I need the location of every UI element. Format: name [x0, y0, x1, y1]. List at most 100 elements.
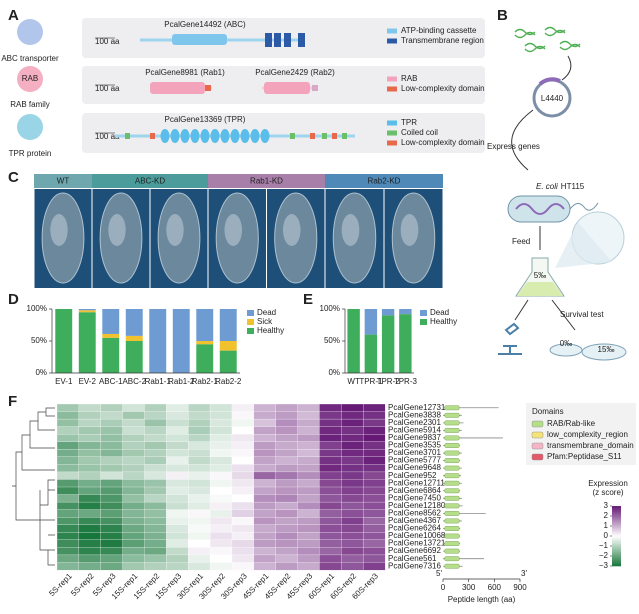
arrow	[514, 299, 529, 321]
heatmap-cell	[341, 517, 364, 526]
heatmap-cell	[188, 411, 211, 420]
header-bar	[208, 174, 325, 188]
colorbar-step	[612, 510, 621, 513]
legend-swatch	[531, 431, 544, 439]
header-bar	[325, 174, 443, 188]
x-tick-label: EV-2	[79, 377, 97, 386]
heatmap-cell	[209, 517, 233, 526]
heatmap-cell	[78, 494, 102, 503]
heatmap-cell	[275, 554, 298, 563]
heatmap-cell	[188, 532, 211, 541]
heatmap-cell	[100, 441, 123, 450]
heatmap-cell	[275, 426, 298, 435]
heatmap-cell	[319, 456, 342, 465]
peptide-domain	[444, 563, 460, 569]
heatmap-cell	[100, 562, 123, 571]
step-label: Survival test	[560, 310, 604, 319]
peptide-domain	[444, 458, 460, 463]
bar-segment	[219, 350, 237, 373]
scale-label: 100 aa	[95, 84, 120, 93]
colorbar-step	[612, 552, 621, 555]
heatmap-cell	[253, 464, 277, 473]
heatmap-cell	[78, 524, 102, 533]
heatmap-cell	[253, 486, 277, 495]
colorbar-step	[612, 540, 621, 543]
heatmap-cell	[78, 554, 102, 563]
heatmap-cell	[253, 501, 277, 510]
heatmap-cell	[231, 494, 255, 503]
legend-label: Dead	[257, 308, 276, 317]
vacuole	[108, 214, 126, 246]
heatmap-cell	[122, 434, 145, 443]
colorbar-step	[612, 554, 621, 557]
heatmap-cell	[209, 471, 233, 480]
panel-label: D	[8, 291, 19, 308]
heatmap-cell	[56, 441, 80, 450]
heatmap-cell	[341, 456, 364, 465]
peptide-domain	[444, 556, 460, 562]
heatmap-cell	[231, 449, 255, 458]
plasmid-insert	[538, 77, 561, 86]
heatmap-cell	[122, 562, 145, 571]
legend-swatch	[387, 130, 397, 136]
peptide-domain	[444, 420, 460, 426]
heatmap-cell	[122, 509, 145, 518]
domain	[264, 82, 310, 94]
heatmap-cell	[122, 471, 145, 480]
heatmap-cell	[209, 441, 233, 450]
heatmap-cell	[275, 501, 298, 510]
heatmap-cell	[362, 539, 386, 548]
domain	[230, 129, 240, 143]
domain	[312, 85, 318, 91]
heatmap-cell	[122, 547, 145, 556]
legend-label: Pfam:Peptidase_S11	[547, 452, 622, 461]
row-label: PcalGene7450	[388, 493, 441, 502]
heatmap-cell	[341, 532, 364, 541]
heatmap-cell	[319, 501, 342, 510]
heatmap-cell	[275, 539, 298, 548]
heatmap-cell	[166, 517, 189, 526]
bar-segment	[55, 309, 73, 373]
dendrogram	[12, 407, 55, 566]
heatmap-cell	[122, 517, 145, 526]
heatmap-cell	[144, 486, 167, 495]
heatmap-cell	[209, 539, 233, 548]
heatmap-cell	[231, 539, 255, 548]
heatmap-cell	[100, 494, 123, 503]
peptide-domain	[444, 465, 460, 471]
heatmap-cell	[231, 434, 255, 443]
vacuole	[400, 214, 419, 246]
heatmap-cell	[275, 494, 298, 503]
heatmap-cell	[275, 449, 298, 458]
family-icon	[17, 19, 43, 45]
heatmap-cell	[122, 464, 145, 473]
domain	[250, 129, 260, 143]
heatmap-cell	[166, 479, 189, 488]
legend-label: Low-complexity domain	[401, 138, 485, 147]
heatmap-cell	[188, 449, 211, 458]
heatmap-cell	[188, 479, 211, 488]
bar-segment	[102, 333, 120, 338]
heatmap-cell	[166, 426, 189, 435]
heatmap-cell	[319, 532, 342, 541]
heatmap-cell	[341, 554, 364, 563]
heatmap-cell	[231, 547, 255, 556]
row-label: PcalGene952	[388, 471, 437, 480]
heatmap-cell	[188, 554, 211, 563]
arrow	[551, 299, 576, 331]
heatmap-cell	[362, 464, 386, 473]
y-tick-label: 0%	[328, 368, 340, 377]
gene-name: PcalGene13369 (TPR)	[165, 115, 246, 124]
heatmap-cell	[231, 403, 255, 412]
domain	[190, 129, 200, 143]
strain-label: E. coli HT115	[536, 182, 585, 191]
heatmap-cell	[78, 479, 102, 488]
row-label: PcalGene6264	[388, 524, 441, 533]
colorbar-step	[612, 560, 621, 563]
heatmap-cell	[144, 456, 167, 465]
legend-swatch	[387, 76, 397, 82]
x-tick-label: TPR-1	[359, 377, 383, 386]
row-label: PcalGene9648	[388, 463, 441, 472]
heatmap-cell	[297, 471, 320, 480]
